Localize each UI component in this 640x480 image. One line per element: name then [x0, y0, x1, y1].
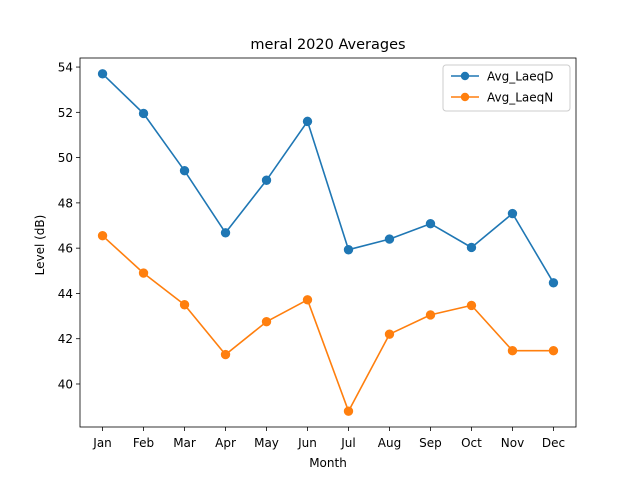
y-tick-label: 54 [58, 61, 73, 75]
x-tick-label: Nov [501, 436, 524, 450]
data-point [384, 329, 395, 339]
data-point [261, 317, 272, 327]
y-tick-label: 44 [58, 287, 73, 301]
data-point [466, 300, 477, 311]
x-axis-label: Month [309, 456, 347, 470]
chart-title: meral 2020 Averages [250, 37, 405, 53]
data-point [138, 108, 149, 119]
legend-item: Avg_LaeqD [451, 70, 554, 84]
data-point [97, 231, 108, 241]
x-tick-label: Jul [340, 436, 355, 450]
data-point [548, 278, 559, 288]
legend-item: Avg_LaeqN [451, 91, 553, 105]
plot-area [79, 57, 577, 428]
x-tick-label: May [254, 436, 279, 450]
series-Avg_LaeqD [97, 69, 559, 288]
plot-frame [79, 57, 577, 428]
legend-label: Avg_LaeqN [487, 91, 553, 105]
x-tick-label: Jun [297, 436, 317, 450]
data-point [179, 300, 190, 310]
x-tick-label: Sep [419, 436, 442, 450]
x-tick-label: Oct [461, 436, 482, 450]
data-point [548, 346, 559, 356]
y-tick-label: 40 [58, 377, 73, 391]
data-point [302, 295, 313, 305]
data-point [179, 166, 190, 176]
legend-marker [460, 71, 470, 81]
legend: Avg_LaeqD Avg_LaeqN [442, 64, 571, 112]
y-tick-label: 42 [58, 332, 73, 346]
y-tick-label: 46 [58, 242, 73, 256]
series-line [101, 235, 554, 413]
x-tick-label: Jan [92, 436, 112, 450]
y-tick-label: 52 [58, 106, 73, 120]
y-tick-label: 48 [58, 196, 73, 210]
series-Avg_LaeqN [97, 231, 559, 416]
data-point [220, 228, 231, 238]
legend-marker [460, 92, 470, 102]
x-tick-label: Apr [215, 436, 236, 450]
data-point [343, 245, 354, 255]
data-point [507, 346, 518, 356]
data-point [97, 69, 108, 79]
data-point [220, 349, 231, 360]
data-point [466, 242, 477, 253]
data-point [507, 208, 518, 219]
series-line [101, 73, 555, 284]
data-point [302, 116, 313, 127]
data-point [138, 268, 149, 278]
x-tick-label: Aug [378, 436, 401, 450]
y-tick-label: 50 [58, 151, 73, 165]
x-tick-label: Feb [133, 436, 154, 450]
y-axis: 40 42 44 46 48 50 52 54 [58, 61, 80, 391]
data-point [261, 175, 272, 185]
data-point [425, 310, 436, 320]
data-point [343, 406, 354, 416]
y-axis-label: Level (dB) [33, 215, 47, 276]
series-layer [97, 69, 559, 416]
data-point [425, 219, 436, 229]
x-tick-label: Dec [542, 436, 565, 450]
x-axis: Jan Feb Mar Apr May Jun Jul Aug Sep Oct Nov Dec [92, 427, 565, 450]
x-tick-label: Mar [173, 436, 196, 450]
legend-label: Avg_LaeqD [487, 70, 554, 84]
data-point [384, 234, 395, 244]
